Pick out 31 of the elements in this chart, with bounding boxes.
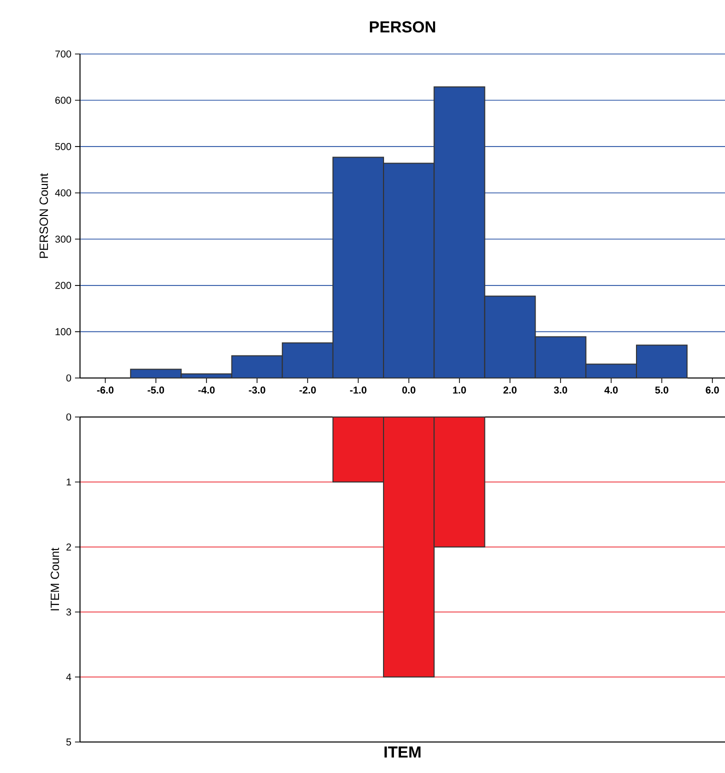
- y-tick-label: 100: [56, 328, 72, 336]
- x-tick-label: 0.0: [402, 386, 416, 394]
- x-tick-label: 2.0: [503, 386, 517, 394]
- x-tick-label: -1.0: [350, 386, 366, 394]
- x-tick-label: 3.0: [554, 386, 568, 394]
- y-axis-title: ITEM Count: [50, 548, 60, 610]
- y-tick-label: 300: [55, 236, 72, 243]
- x-tick-label: -5.0: [148, 386, 164, 394]
- x-tick-label: 6.0: [706, 386, 719, 394]
- y-tick-label: 400: [55, 189, 72, 196]
- y-tick-label: 3: [66, 608, 72, 616]
- y-tick-label: 200: [55, 282, 72, 289]
- y-tick-label: 0: [66, 413, 72, 421]
- y-tick-label: 2: [66, 544, 71, 550]
- x-tick-label: -6.0: [97, 386, 114, 394]
- y-tick-label: 600: [55, 96, 72, 104]
- x-tick-label: 4.0: [604, 386, 618, 394]
- y-tick-label: 500: [55, 143, 72, 150]
- chart-title: PERSON: [370, 21, 436, 32]
- x-tick-label: -3.0: [248, 386, 266, 394]
- y-tick-label: 0: [66, 374, 72, 382]
- text: ITEM: [384, 746, 420, 758]
- y-axis-title: PERSON Count: [40, 173, 48, 258]
- y-tick-label: 700: [55, 50, 72, 58]
- x-tick-label: 1.0: [453, 386, 466, 394]
- x-tick-label: 5.0: [655, 386, 668, 394]
- y-tick-label: 1: [66, 478, 72, 486]
- y-tick-label: 5: [66, 738, 72, 746]
- y-tick-label: 4: [66, 674, 72, 680]
- x-tick-label: -2.0: [299, 386, 316, 394]
- x-tick-label: -4.0: [198, 386, 215, 394]
